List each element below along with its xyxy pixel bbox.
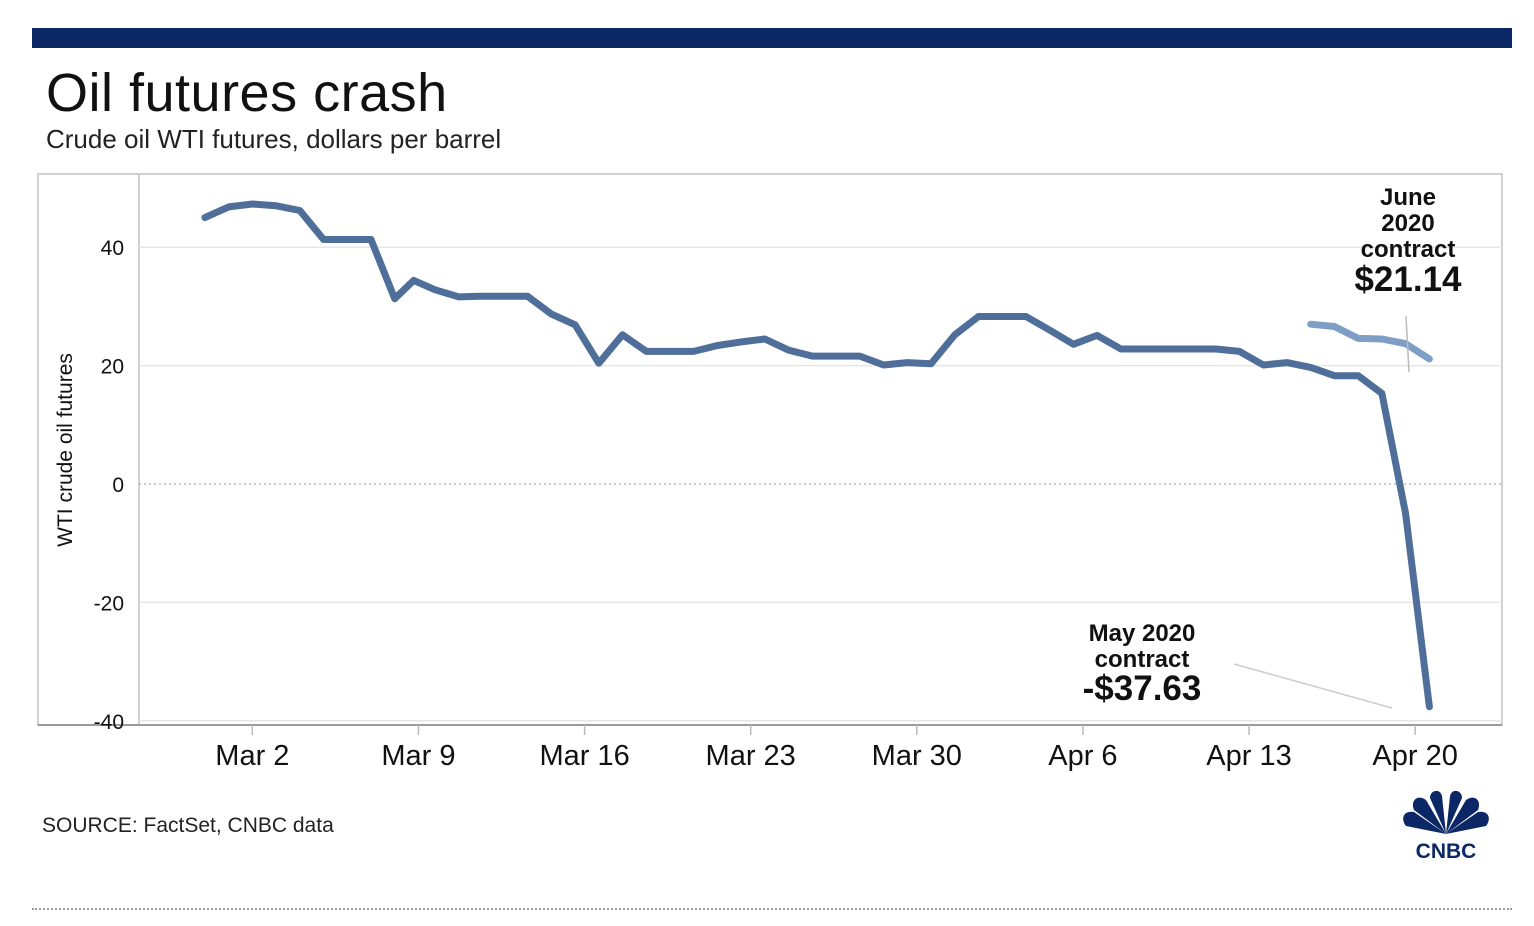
x-tick-label: Apr 13	[1206, 740, 1291, 772]
may-annotation-value: -$37.63	[1083, 669, 1202, 708]
bottom-dotted-rule	[32, 908, 1512, 910]
june-2020-contract-line	[1307, 320, 1433, 363]
x-tick-label: Mar 16	[539, 740, 629, 772]
june-annotation-label: June	[1380, 184, 1436, 211]
x-tick-label: Mar 23	[706, 740, 796, 772]
series-lines	[201, 200, 1433, 711]
gridlines	[139, 246, 1502, 722]
y-tick-label: -20	[94, 592, 124, 615]
y-tick-label: 40	[101, 237, 124, 260]
source-note: SOURCE: FactSet, CNBC data	[42, 814, 334, 837]
line-chart: 40 20 0 -20 -40 Mar 2 Mar 9 Mar 16 Mar 23 Mar 30…	[37, 173, 1503, 772]
y-tick-labels: 40 20 0 -20 -40	[94, 237, 124, 734]
y-tick-label: 20	[101, 356, 124, 379]
plot-frame	[37, 173, 1503, 726]
cnbc-logo: CNBC	[1403, 790, 1489, 863]
x-tick-label: Mar 2	[215, 740, 289, 772]
chart-subtitle: Crude oil WTI futures, dollars per barre…	[46, 124, 502, 154]
chart-title: Oil futures crash	[46, 63, 448, 123]
x-tick-label: Apr 20	[1372, 740, 1457, 772]
x-tick-label: Mar 30	[872, 740, 962, 772]
june-annotation-value: $21.14	[1354, 260, 1462, 299]
june-annotation-leader	[1405, 315, 1410, 373]
june-annotation-label: 2020	[1381, 210, 1434, 237]
y-tick-label: -40	[94, 711, 124, 734]
may-annotation-leader	[1233, 663, 1393, 709]
peacock-icon	[1403, 790, 1489, 834]
logo-text: CNBC	[1416, 840, 1477, 863]
may-annotation-label: contract	[1095, 646, 1190, 673]
top-accent-bar	[32, 28, 1512, 48]
x-tick-label: Apr 6	[1048, 740, 1117, 772]
x-tick-label: Mar 9	[381, 740, 455, 772]
may-annotation-label: May 2020	[1089, 620, 1196, 647]
y-tick-label: 0	[112, 474, 124, 497]
y-axis-label: WTI crude oil futures	[54, 353, 77, 547]
x-tick-labels: Mar 2 Mar 9 Mar 16 Mar 23 Mar 30 Apr 6 Apr 13 A…	[215, 725, 1458, 772]
june-annotation-label: contract	[1361, 236, 1456, 263]
may-2020-contract-line	[201, 200, 1433, 711]
